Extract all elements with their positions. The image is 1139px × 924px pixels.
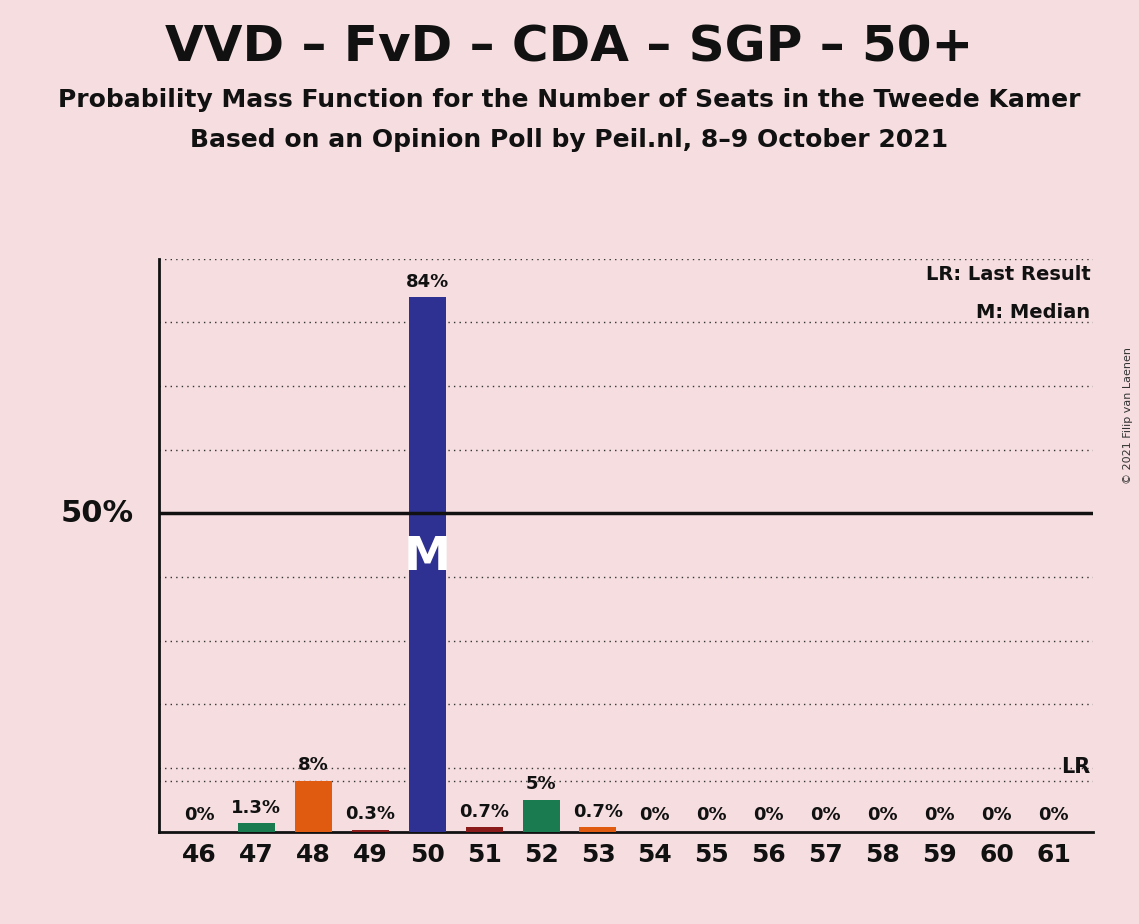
Bar <box>238 823 274 832</box>
Text: 0%: 0% <box>982 806 1011 824</box>
Text: LR: Last Result: LR: Last Result <box>926 265 1091 284</box>
Text: 50%: 50% <box>60 499 133 528</box>
Text: 0%: 0% <box>185 806 214 824</box>
Bar <box>295 781 331 832</box>
Text: 5%: 5% <box>526 775 556 794</box>
Text: 0%: 0% <box>1039 806 1068 824</box>
Text: Based on an Opinion Poll by Peil.nl, 8–9 October 2021: Based on an Opinion Poll by Peil.nl, 8–9… <box>190 128 949 152</box>
Text: 0%: 0% <box>868 806 898 824</box>
Text: LR: LR <box>1062 758 1091 777</box>
Text: M: M <box>403 535 451 580</box>
Text: © 2021 Filip van Laenen: © 2021 Filip van Laenen <box>1123 347 1133 484</box>
Text: Probability Mass Function for the Number of Seats in the Tweede Kamer: Probability Mass Function for the Number… <box>58 88 1081 112</box>
Text: 0.3%: 0.3% <box>345 806 395 823</box>
Bar <box>352 830 388 832</box>
Text: 0%: 0% <box>640 806 670 824</box>
Text: 0%: 0% <box>811 806 841 824</box>
Text: 0.7%: 0.7% <box>573 803 623 821</box>
Text: M: Median: M: Median <box>976 303 1091 322</box>
Bar <box>466 827 502 832</box>
Bar <box>580 827 616 832</box>
Text: 84%: 84% <box>405 273 449 290</box>
Text: 0.7%: 0.7% <box>459 803 509 821</box>
Text: 8%: 8% <box>298 757 328 774</box>
Bar <box>523 800 559 832</box>
Text: 1.3%: 1.3% <box>231 799 281 817</box>
Bar <box>409 297 445 832</box>
Text: 0%: 0% <box>754 806 784 824</box>
Text: 0%: 0% <box>925 806 954 824</box>
Text: 0%: 0% <box>697 806 727 824</box>
Text: VVD – FvD – CDA – SGP – 50+: VVD – FvD – CDA – SGP – 50+ <box>165 23 974 71</box>
